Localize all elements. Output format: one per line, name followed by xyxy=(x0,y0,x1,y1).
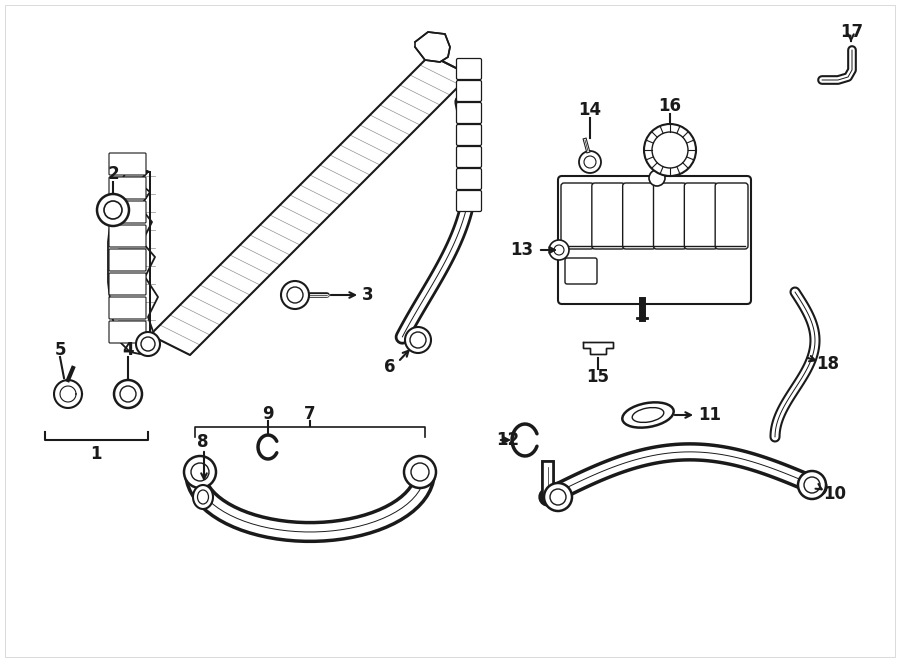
Circle shape xyxy=(404,456,436,488)
Circle shape xyxy=(184,456,216,488)
FancyBboxPatch shape xyxy=(456,169,482,189)
Circle shape xyxy=(97,194,129,226)
Text: 5: 5 xyxy=(54,341,66,359)
Polygon shape xyxy=(54,380,82,408)
FancyBboxPatch shape xyxy=(109,273,146,295)
Circle shape xyxy=(652,132,688,168)
Text: 18: 18 xyxy=(816,355,840,373)
Text: 11: 11 xyxy=(698,406,722,424)
Circle shape xyxy=(114,380,142,408)
Circle shape xyxy=(798,471,826,499)
Ellipse shape xyxy=(197,490,209,504)
FancyBboxPatch shape xyxy=(623,183,655,249)
Circle shape xyxy=(410,332,426,348)
Text: 12: 12 xyxy=(497,431,519,449)
FancyBboxPatch shape xyxy=(684,183,717,249)
Circle shape xyxy=(579,151,601,173)
Polygon shape xyxy=(415,32,450,62)
FancyBboxPatch shape xyxy=(109,297,146,319)
Text: 7: 7 xyxy=(304,405,316,423)
Circle shape xyxy=(281,281,309,309)
Circle shape xyxy=(136,332,160,356)
Text: 10: 10 xyxy=(824,485,847,503)
Ellipse shape xyxy=(622,402,674,428)
Polygon shape xyxy=(60,386,76,402)
FancyBboxPatch shape xyxy=(109,177,146,199)
FancyBboxPatch shape xyxy=(716,183,748,249)
FancyBboxPatch shape xyxy=(109,201,146,223)
Ellipse shape xyxy=(193,485,213,509)
Circle shape xyxy=(554,245,564,255)
Circle shape xyxy=(804,477,820,493)
Circle shape xyxy=(287,287,303,303)
Polygon shape xyxy=(150,55,470,355)
Text: 8: 8 xyxy=(197,433,209,451)
FancyBboxPatch shape xyxy=(109,321,146,343)
Circle shape xyxy=(120,386,136,402)
Text: 17: 17 xyxy=(841,23,864,41)
Polygon shape xyxy=(583,342,613,354)
FancyBboxPatch shape xyxy=(456,191,482,211)
Circle shape xyxy=(544,483,572,511)
FancyBboxPatch shape xyxy=(456,103,482,124)
FancyBboxPatch shape xyxy=(456,58,482,79)
Circle shape xyxy=(644,124,696,176)
Circle shape xyxy=(191,463,209,481)
Circle shape xyxy=(649,170,665,186)
FancyBboxPatch shape xyxy=(109,153,146,175)
Circle shape xyxy=(405,327,431,353)
Text: 13: 13 xyxy=(510,241,534,259)
FancyBboxPatch shape xyxy=(653,183,687,249)
FancyBboxPatch shape xyxy=(456,146,482,167)
Circle shape xyxy=(549,240,569,260)
Ellipse shape xyxy=(632,408,664,422)
Text: 1: 1 xyxy=(90,445,102,463)
Text: 9: 9 xyxy=(262,405,274,423)
Text: 4: 4 xyxy=(122,341,134,359)
Text: 6: 6 xyxy=(384,358,396,376)
FancyBboxPatch shape xyxy=(109,249,146,271)
FancyBboxPatch shape xyxy=(561,183,594,249)
Circle shape xyxy=(141,337,155,351)
FancyBboxPatch shape xyxy=(565,258,597,284)
FancyBboxPatch shape xyxy=(558,176,751,304)
FancyBboxPatch shape xyxy=(456,124,482,146)
Circle shape xyxy=(411,463,429,481)
FancyBboxPatch shape xyxy=(109,225,146,247)
FancyBboxPatch shape xyxy=(592,183,625,249)
Text: 15: 15 xyxy=(587,368,609,386)
Circle shape xyxy=(104,201,122,219)
Text: 16: 16 xyxy=(659,97,681,115)
Text: 2: 2 xyxy=(107,165,119,183)
FancyBboxPatch shape xyxy=(456,81,482,101)
Text: 3: 3 xyxy=(362,286,374,304)
Circle shape xyxy=(550,489,566,505)
Text: 14: 14 xyxy=(579,101,601,119)
Polygon shape xyxy=(108,170,158,354)
Circle shape xyxy=(584,156,596,168)
